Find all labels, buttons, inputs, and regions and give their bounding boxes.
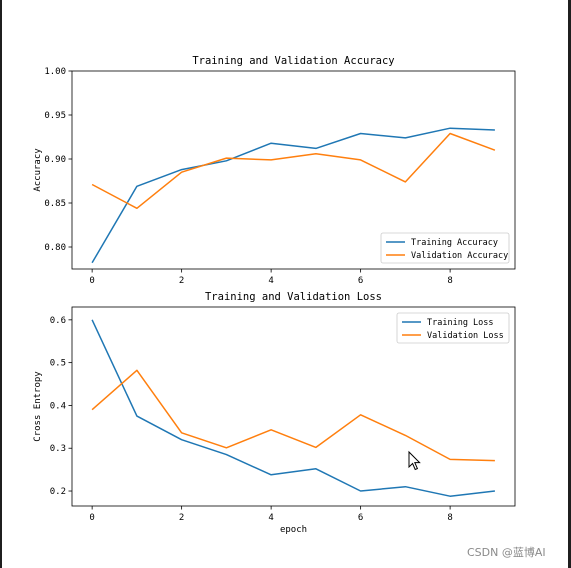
- x-tick-label: 4: [268, 513, 273, 523]
- legend-label: Validation Loss: [427, 331, 504, 341]
- watermark: CSDN @蓝博AI: [467, 546, 546, 559]
- x-tick-label: 4: [268, 276, 273, 286]
- x-tick-label: 8: [447, 276, 452, 286]
- x-tick-label: 0: [89, 276, 94, 286]
- x-tick-label: 2: [179, 276, 184, 286]
- legend: Training Loss Validation Loss: [396, 312, 510, 344]
- legend-label: Training Loss: [427, 318, 494, 328]
- chart-1: 0 2 4 6 8 0.80 0.85 0.90 0.95 1.00 Training and Va…: [33, 55, 516, 286]
- legend-label: Validation Accuracy: [411, 251, 508, 261]
- y-tick-label: 0.80: [44, 243, 66, 253]
- series-line-2: [91, 369, 495, 462]
- y-tick-label: 0.3: [50, 444, 66, 454]
- chart-title: Training and Validation Accuracy: [192, 55, 394, 67]
- legend-box: [380, 232, 510, 264]
- y-tick-label: 0.90: [44, 155, 66, 165]
- y-tick-label: 0.6: [50, 316, 66, 326]
- legend-box: [396, 312, 510, 344]
- y-axis-label: Accuracy: [33, 148, 43, 192]
- plot-area-frame: [71, 306, 516, 507]
- legend: Training Accuracy Validation Accuracy: [380, 232, 510, 264]
- chart-title: Training and Validation Loss: [205, 291, 382, 303]
- x-tick-label: 8: [447, 513, 452, 523]
- mouse-cursor-icon: [408, 450, 421, 471]
- y-tick-label: 0.5: [50, 359, 66, 369]
- chart-2: 0 2 4 6 8 0.2 0.3 0.4 0.5 0.6 Training and Validat…: [33, 291, 516, 535]
- x-tick-label: 0: [89, 513, 94, 523]
- y-tick-label: 0.95: [44, 111, 66, 121]
- y-tick-label: 0.2: [50, 487, 66, 497]
- x-tick-label: 2: [179, 513, 184, 523]
- x-axis-label: epoch: [280, 525, 307, 535]
- legend-label: Training Accuracy: [411, 238, 498, 248]
- y-tick-label: 1.00: [44, 67, 66, 77]
- y-tick-label: 0.85: [44, 199, 66, 209]
- series-line-1: [91, 127, 495, 264]
- series-line-2: [91, 132, 496, 210]
- y-axis-label: Cross Entropy: [33, 371, 43, 442]
- x-tick-label: 6: [358, 513, 363, 523]
- series-line-1: [91, 319, 495, 497]
- y-tick-label: 0.4: [50, 401, 66, 411]
- plot-area-frame: [71, 70, 516, 270]
- x-tick-label: 6: [358, 276, 363, 286]
